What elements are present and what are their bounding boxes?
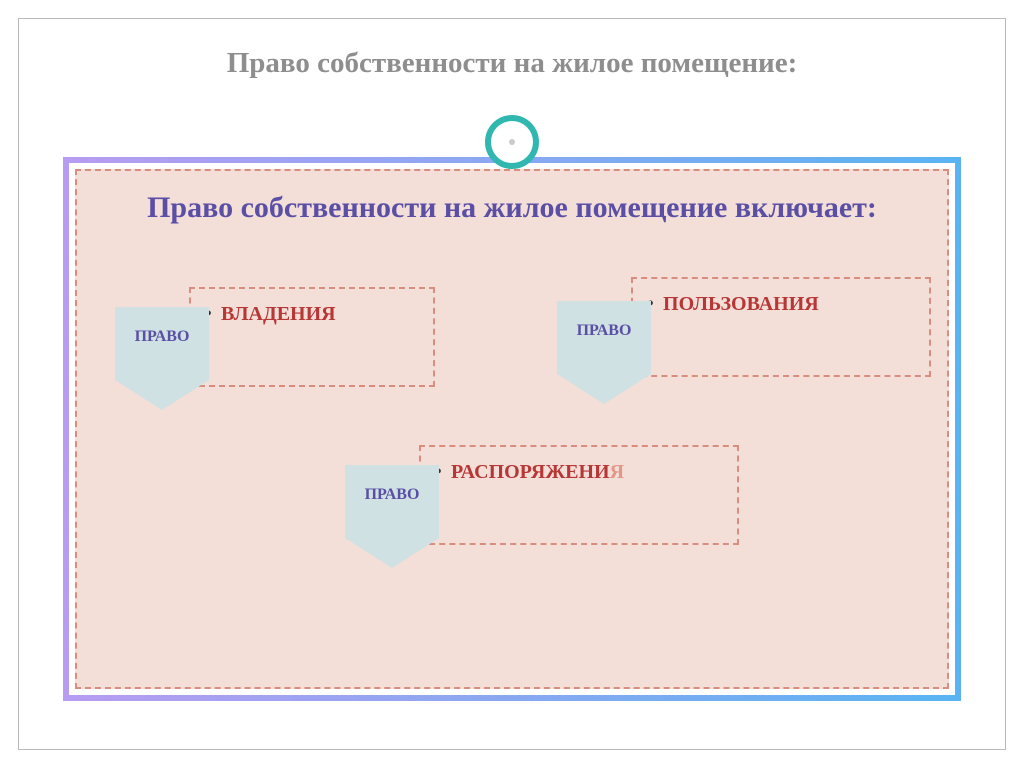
chevron-down-icon bbox=[345, 538, 439, 568]
arrow-label: ПРАВО bbox=[345, 465, 439, 539]
sub-title: Право собственности на жилое помещение в… bbox=[105, 189, 919, 227]
page-title: Право собственности на жилое помещение: bbox=[19, 19, 1005, 80]
slide-frame: Право собственности на жилое помещение: … bbox=[18, 18, 1006, 750]
arrow-label: ПРАВО bbox=[115, 307, 209, 381]
chevron-down-icon bbox=[115, 380, 209, 410]
content-white-gap: Право собственности на жилое помещение в… bbox=[69, 163, 955, 695]
value-text: ВЛАДЕНИЯ bbox=[221, 303, 336, 325]
value-box: • ПОЛЬЗОВАНИЯ bbox=[631, 277, 931, 377]
content-panel: Право собственности на жилое помещение в… bbox=[75, 169, 949, 689]
value-text-lastchar: Я bbox=[610, 461, 624, 483]
value-text: РАСПОРЯЖЕНИ bbox=[451, 461, 610, 483]
chevron-down-icon bbox=[557, 374, 651, 404]
diagram-area: • ВЛАДЕНИЯПРАВО• ПОЛЬЗОВАНИЯПРАВО• РАСПО… bbox=[105, 237, 919, 577]
decor-circle-icon bbox=[485, 115, 539, 169]
decor-dot-icon bbox=[509, 139, 515, 145]
value-box: • ВЛАДЕНИЯ bbox=[189, 287, 435, 387]
content-gradient-border: Право собственности на жилое помещение в… bbox=[63, 157, 961, 701]
content-panel-wrap: Право собственности на жилое помещение в… bbox=[63, 157, 961, 701]
value-box: • РАСПОРЯЖЕНИЯ bbox=[419, 445, 739, 545]
value-text: ПОЛЬЗОВАНИЯ bbox=[663, 293, 819, 315]
arrow-label: ПРАВО bbox=[557, 301, 651, 375]
